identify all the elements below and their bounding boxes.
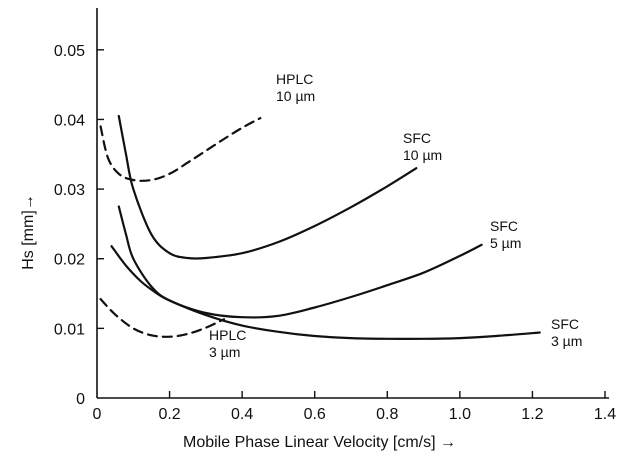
series-line	[110, 245, 541, 340]
y-tick-label: 0.02	[54, 252, 85, 269]
series-line	[117, 114, 418, 260]
x-tick-label: 0.2	[158, 406, 180, 423]
series-label: HPLC 10 µm	[276, 71, 315, 104]
series-label: SFC 3 µm	[551, 316, 582, 349]
x-tick-label: 0.8	[376, 406, 398, 423]
x-tick-label: 0.4	[231, 406, 253, 423]
series-group	[99, 114, 541, 340]
x-tick-label: 0	[93, 406, 102, 423]
y-axis-ticks: 0 0.01 0.02 0.03 0.04 0.05	[54, 43, 104, 408]
x-tick-label: 0.6	[304, 406, 326, 423]
y-tick-label: 0.04	[54, 112, 85, 129]
y-tick-label: 0.03	[54, 182, 85, 199]
series-line	[99, 117, 262, 182]
y-tick-label: 0.01	[54, 321, 85, 338]
series-line	[117, 205, 483, 319]
x-tick-label: 1.2	[521, 406, 543, 423]
series-labels: HPLC 10 µm HPLC 3 µm SFC 10 µm SFC 5 µm SFC 3 µm	[209, 71, 582, 360]
x-axis-ticks: 0 0.2 0.4 0.6 0.8 1.0 1.2 1.4	[93, 391, 616, 423]
y-tick-label: 0	[76, 391, 85, 408]
y-axis-title: Hs [mm]→	[20, 194, 37, 270]
y-tick-label: 0.05	[54, 43, 85, 60]
x-tick-label: 1.0	[449, 406, 471, 423]
series-label: SFC 5 µm	[490, 218, 521, 251]
x-tick-label: 1.4	[594, 406, 616, 423]
series-label: HPLC 3 µm	[209, 327, 246, 360]
series-label: SFC 10 µm	[403, 130, 442, 163]
x-axis-title: Mobile Phase Linear Velocity [cm/s] →	[183, 434, 456, 451]
series-line	[99, 298, 226, 338]
